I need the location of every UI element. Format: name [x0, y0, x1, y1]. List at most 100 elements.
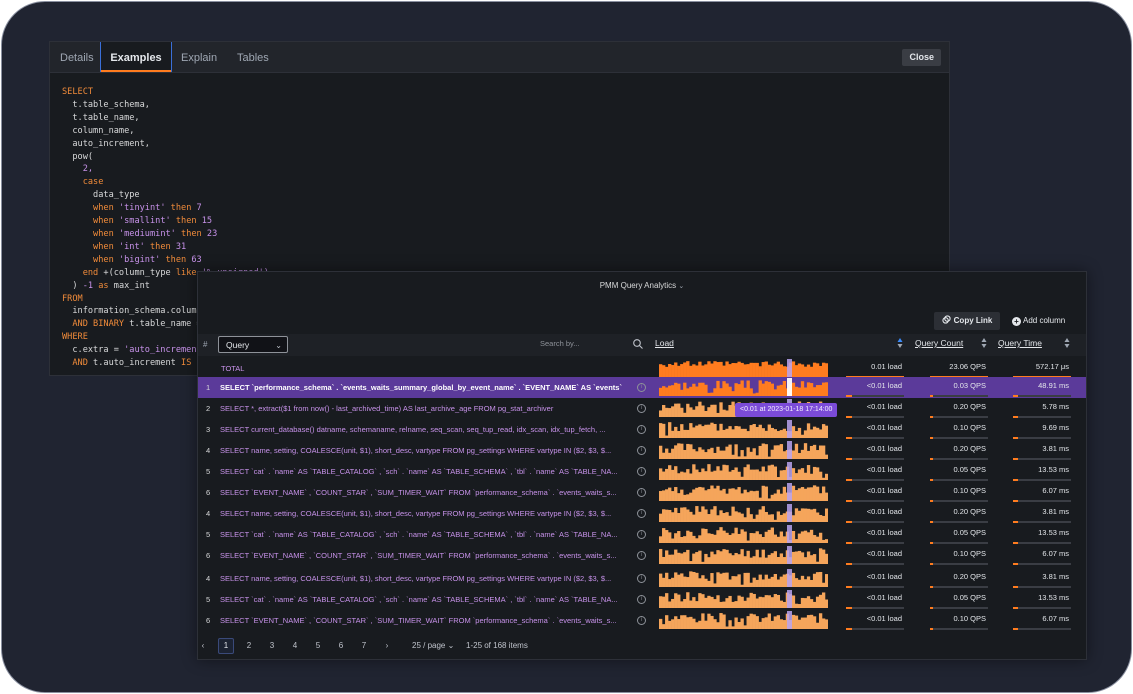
load-sparkline[interactable] [659, 483, 828, 501]
query-text[interactable]: SELECT `EVENT_NAME` , `COUNT_STAR` , `SU… [220, 616, 617, 625]
sparkline-bar [722, 365, 726, 377]
load-sparkline[interactable] [659, 611, 828, 629]
sparkline-bar [755, 392, 759, 396]
load-sparkline[interactable] [659, 378, 828, 396]
load-sparkline[interactable] [659, 359, 828, 377]
page-button[interactable]: 3 [269, 641, 275, 650]
sparkline-bar [689, 511, 693, 522]
load-metric-bar [846, 607, 852, 609]
sparkline-bar [803, 430, 808, 438]
sparkline-bar [713, 423, 717, 438]
table-row[interactable]: 6 SELECT `EVENT_NAME` , `COUNT_STAR` , `S… [198, 545, 1086, 566]
query-text[interactable]: SELECT `EVENT_NAME` , `COUNT_STAR` , `SU… [220, 488, 617, 497]
load-sparkline[interactable] [659, 441, 828, 459]
info-icon[interactable]: i [637, 446, 646, 455]
info-icon[interactable]: i [637, 616, 646, 625]
close-button[interactable]: Close [902, 49, 941, 66]
copy-link-button[interactable]: Copy Link [934, 312, 1000, 330]
load-sparkline[interactable] [659, 504, 828, 522]
query-text[interactable]: SELECT name, setting, COALESCE(unit, $1)… [220, 446, 612, 455]
table-row[interactable]: 6 SELECT `EVENT_NAME` , `COUNT_STAR` , `S… [198, 610, 1086, 631]
query-text[interactable]: SELECT `cat` . `name` AS `TABLE_CATALOG`… [220, 467, 618, 476]
page-button[interactable]: 2 [246, 641, 252, 650]
table-row[interactable]: 1 SELECT `performance_schema` . `events_w… [198, 377, 1086, 398]
tab-examples[interactable]: Examples [100, 42, 172, 72]
query-text[interactable]: SELECT `cat` . `name` AS `TABLE_CATALOG`… [220, 530, 618, 539]
query-time-column-header[interactable]: Query Time [998, 338, 1042, 348]
page-button[interactable]: 5 [315, 641, 321, 650]
sparkline-bar [815, 536, 820, 543]
query-text[interactable]: SELECT *, extract($1 from now() - last_a… [220, 404, 554, 413]
query-text[interactable]: SELECT `performance_schema` . `events_wa… [220, 383, 622, 392]
load-sparkline[interactable] [659, 420, 828, 438]
load-sparkline[interactable] [659, 546, 828, 564]
query-count-metric-track [930, 416, 988, 418]
info-icon[interactable]: i [637, 574, 646, 583]
search-input[interactable]: Search by... [540, 339, 580, 348]
load-column-header[interactable]: Load [655, 338, 674, 348]
sparkline-bar [761, 549, 765, 564]
tab-tables[interactable]: Tables [237, 52, 269, 64]
table-row[interactable]: 3 SELECT current_database() datname, sche… [198, 419, 1086, 440]
table-row[interactable]: 4 SELECT name, setting, COALESCE(unit, $1… [198, 503, 1086, 524]
sparkline-bar [746, 464, 750, 480]
info-icon[interactable]: i [637, 530, 646, 539]
load-sparkline[interactable] [659, 569, 828, 587]
group-by-select[interactable]: Query ⌄ [218, 336, 288, 353]
info-icon[interactable]: i [637, 383, 646, 392]
total-row[interactable]: TOTAL 0.01 load 23.06 QPS 572.17 μs [198, 358, 1086, 379]
query-text[interactable]: SELECT `cat` . `name` AS `TABLE_CATALOG`… [220, 595, 618, 604]
query-count-metric: 0.20 QPS [930, 570, 988, 588]
sparkline-bar [683, 576, 687, 587]
sparkline-bar [737, 384, 741, 396]
next-page-button[interactable]: › [385, 641, 389, 650]
sparkline-bar [671, 619, 675, 629]
info-icon[interactable]: i [637, 467, 646, 476]
info-icon[interactable]: i [637, 551, 646, 560]
query-count-metric-value: 0.03 QPS [953, 381, 986, 390]
page-button[interactable]: 6 [338, 641, 344, 650]
row-number: 6 [206, 616, 211, 625]
sort-icon[interactable] [981, 337, 987, 349]
query-text[interactable]: SELECT name, setting, COALESCE(unit, $1)… [220, 574, 612, 583]
query-text[interactable]: SELECT name, setting, COALESCE(unit, $1)… [220, 509, 612, 518]
sparkline-bar [731, 362, 735, 377]
panel-title[interactable]: PMM Query Analytics ⌄ [198, 281, 1086, 290]
info-icon[interactable]: i [637, 595, 646, 604]
page-button[interactable]: 7 [361, 641, 367, 650]
search-icon[interactable] [632, 338, 644, 350]
details-tabs: Details Examples Explain Tables Close [50, 42, 949, 73]
tab-explain[interactable]: Explain [181, 52, 218, 64]
sparkline-bar [674, 593, 678, 608]
table-row[interactable]: 6 SELECT `EVENT_NAME` , `COUNT_STAR` , `S… [198, 482, 1086, 503]
query-count-column-header[interactable]: Query Count [915, 338, 964, 348]
sort-icon[interactable] [897, 337, 903, 349]
table-row[interactable]: 4 SELECT name, setting, COALESCE(unit, $1… [198, 568, 1086, 589]
load-sparkline[interactable] [659, 462, 828, 480]
load-sparkline[interactable] [659, 590, 828, 608]
sort-icon[interactable] [1064, 337, 1070, 349]
table-row[interactable]: 5 SELECT `cat` . `name` AS `TABLE_CATALOG… [198, 589, 1086, 610]
query-text[interactable]: SELECT `EVENT_NAME` , `COUNT_STAR` , `SU… [220, 551, 617, 560]
table-row[interactable]: 5 SELECT `cat` . `name` AS `TABLE_CATALOG… [198, 461, 1086, 482]
sparkline-bar [812, 362, 817, 377]
page-button[interactable]: 1 [218, 638, 234, 654]
info-icon[interactable]: i [637, 509, 646, 518]
info-icon[interactable]: i [637, 488, 646, 497]
page-button[interactable]: 4 [292, 641, 298, 650]
table-row[interactable]: 4 SELECT name, setting, COALESCE(unit, $1… [198, 440, 1086, 461]
sparkline-bar [803, 488, 808, 501]
query-text[interactable]: SELECT current_database() datname, schem… [220, 425, 606, 434]
sparkline-bar [680, 407, 684, 417]
table-row[interactable]: 2 SELECT *, extract($1 from now() - last_… [198, 398, 1086, 419]
info-icon[interactable]: i [637, 404, 646, 413]
info-icon[interactable]: i [637, 425, 646, 434]
prev-page-button[interactable]: ‹ [201, 641, 205, 650]
tab-details[interactable]: Details [60, 52, 94, 64]
page-size-select[interactable]: 25 / page ⌄ [412, 641, 455, 650]
add-column-button[interactable]: + Add column [1012, 312, 1065, 330]
load-sparkline[interactable] [659, 525, 828, 543]
table-row[interactable]: 5 SELECT `cat` . `name` AS `TABLE_CATALOG… [198, 524, 1086, 545]
sparkline-bar [734, 511, 738, 522]
sparkline-bar [791, 361, 796, 377]
